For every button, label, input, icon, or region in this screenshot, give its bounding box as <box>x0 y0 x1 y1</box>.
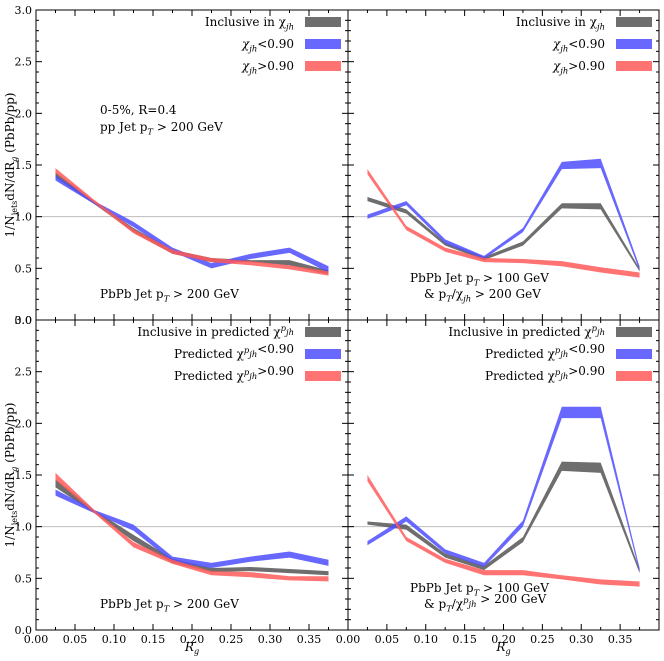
legend-swatch-high <box>616 371 652 381</box>
x-tick-label: 0.25 <box>530 633 555 646</box>
band-low <box>367 406 640 573</box>
panel-top-right: Inclusive in χjh χjh<0.90 χjh>0.90 PbPb Jet… <box>347 9 660 321</box>
panel-bottom-right: 0.00 0.05 0.10 0.15 0.20 0.25 0.30 0.35 Inclusiv… <box>336 319 660 646</box>
legend-swatch-inclusive <box>616 327 652 337</box>
legend-swatch-low <box>616 349 652 359</box>
legend-label: Predicted χpjh<0.90 <box>485 342 605 361</box>
legend-swatch-high <box>616 61 652 71</box>
x-tick-label: 0.20 <box>180 633 205 646</box>
legend-swatch-low <box>305 349 341 359</box>
band-high <box>55 168 329 276</box>
legend: Inclusive in predicted χpjh Predicted χpj… <box>448 323 652 383</box>
y-tick-label: 2.5 <box>15 56 33 69</box>
y-tick-label: 0.5 <box>15 262 33 275</box>
x-tick-label: 0.15 <box>141 633 166 646</box>
annotation-text: pp Jet pT > 200 GeV <box>100 120 223 137</box>
y-tick-label: 1.0 <box>15 521 33 534</box>
legend-swatch-high <box>305 371 341 381</box>
cut-text: PbPb Jet pT > 200 GeV <box>100 597 239 614</box>
panel-top-left: 0.0 0.5 1.0 1.5 2.0 2.5 3.0 Inclusive in χjh χjh… <box>15 4 349 327</box>
cut-text: PbPb Jet pT > 100 GeV <box>410 581 549 598</box>
legend-swatch-inclusive <box>616 17 652 27</box>
band-inclusive <box>367 461 640 574</box>
x-tick-label: 0.05 <box>375 633 400 646</box>
y-tick-label: 1.0 <box>15 211 33 224</box>
legend-swatch-high <box>305 61 341 71</box>
x-tick-label: 0.00 <box>336 633 361 646</box>
y-tick-label: 2.0 <box>15 417 33 430</box>
legend: Inclusive in χjh χjh<0.90 χjh>0.90 <box>516 15 652 76</box>
y-axis-label: 1/NjetsdN/dRg (PbPb/pp) <box>3 93 19 238</box>
legend-label: χjh>0.90 <box>241 59 294 76</box>
legend-swatch-low <box>305 39 341 49</box>
cut-text: & pT/χjh > 200 GeV <box>424 287 541 304</box>
legend-label: Inclusive in predicted χpjh <box>137 323 294 339</box>
legend-label: Inclusive in predicted χpjh <box>448 323 605 339</box>
legend: Inclusive in χjh χjh<0.90 χjh>0.90 <box>205 15 341 76</box>
legend-label: Predicted χpjh>0.90 <box>174 364 294 383</box>
legend-label: Inclusive in χjh <box>516 15 605 32</box>
band-low <box>55 489 329 568</box>
y-tick-label: 0.0 <box>15 314 33 327</box>
y-tick-label: 1.5 <box>15 469 33 482</box>
x-axis-label: Rg <box>184 640 199 656</box>
x-tick-label: 0.15 <box>452 633 477 646</box>
cut-text: & pT/χpjh > 200 GeV <box>424 592 547 613</box>
x-tick-label: 0.35 <box>608 633 633 646</box>
x-tick-label: 0.20 <box>491 633 516 646</box>
axes-frame <box>35 319 349 631</box>
cut-text: PbPb Jet pT > 100 GeV <box>410 271 549 288</box>
cut-text: PbPb Jet pT > 200 GeV <box>100 287 239 304</box>
x-tick-label: 0.30 <box>569 633 594 646</box>
legend-swatch-inclusive <box>305 327 341 337</box>
annotation-text: 0-5%, R=0.4 <box>100 103 177 117</box>
y-tick-label: 3.0 <box>15 314 33 327</box>
legend-swatch-low <box>616 39 652 49</box>
band-high <box>367 169 640 278</box>
y-tick-label: 0.5 <box>15 572 33 585</box>
x-tick-label: 0.00 <box>24 633 49 646</box>
legend: Inclusive in predicted χpjh Predicted χpj… <box>137 323 341 383</box>
legend-label: χjh>0.90 <box>552 59 605 76</box>
legend-label: χjh<0.90 <box>552 37 605 54</box>
legend-swatch-inclusive <box>305 17 341 27</box>
legend-label: Predicted χpjh<0.90 <box>174 342 294 361</box>
y-tick-label: 2.0 <box>15 107 33 120</box>
y-tick-label: 2.5 <box>15 366 33 379</box>
legend-label: χjh<0.90 <box>241 37 294 54</box>
x-tick-label: 0.10 <box>414 633 439 646</box>
x-tick-label: 0.05 <box>63 633 88 646</box>
x-tick-label: 0.35 <box>297 633 322 646</box>
y-tick-label: 1.5 <box>15 159 33 172</box>
panel-bottom-left: 0.0 0.5 1.0 1.5 2.0 2.5 3.0 0.00 0.05 0.10 0.15 0.2… <box>15 314 349 646</box>
y-tick-label: 3.0 <box>15 4 33 17</box>
legend-label: Predicted χpjh>0.90 <box>485 364 605 383</box>
y-axis-label: 1/NjetsdN/dRg (PbPb/pp) <box>3 403 19 548</box>
x-axis-label: Rg <box>495 640 510 656</box>
x-tick-label: 0.25 <box>219 633 244 646</box>
axes-frame <box>35 9 349 321</box>
x-tick-label: 0.30 <box>258 633 283 646</box>
y-tick-label: 0.0 <box>15 624 33 637</box>
x-tick-label: 0.10 <box>102 633 127 646</box>
legend-label: Inclusive in χjh <box>205 15 294 32</box>
